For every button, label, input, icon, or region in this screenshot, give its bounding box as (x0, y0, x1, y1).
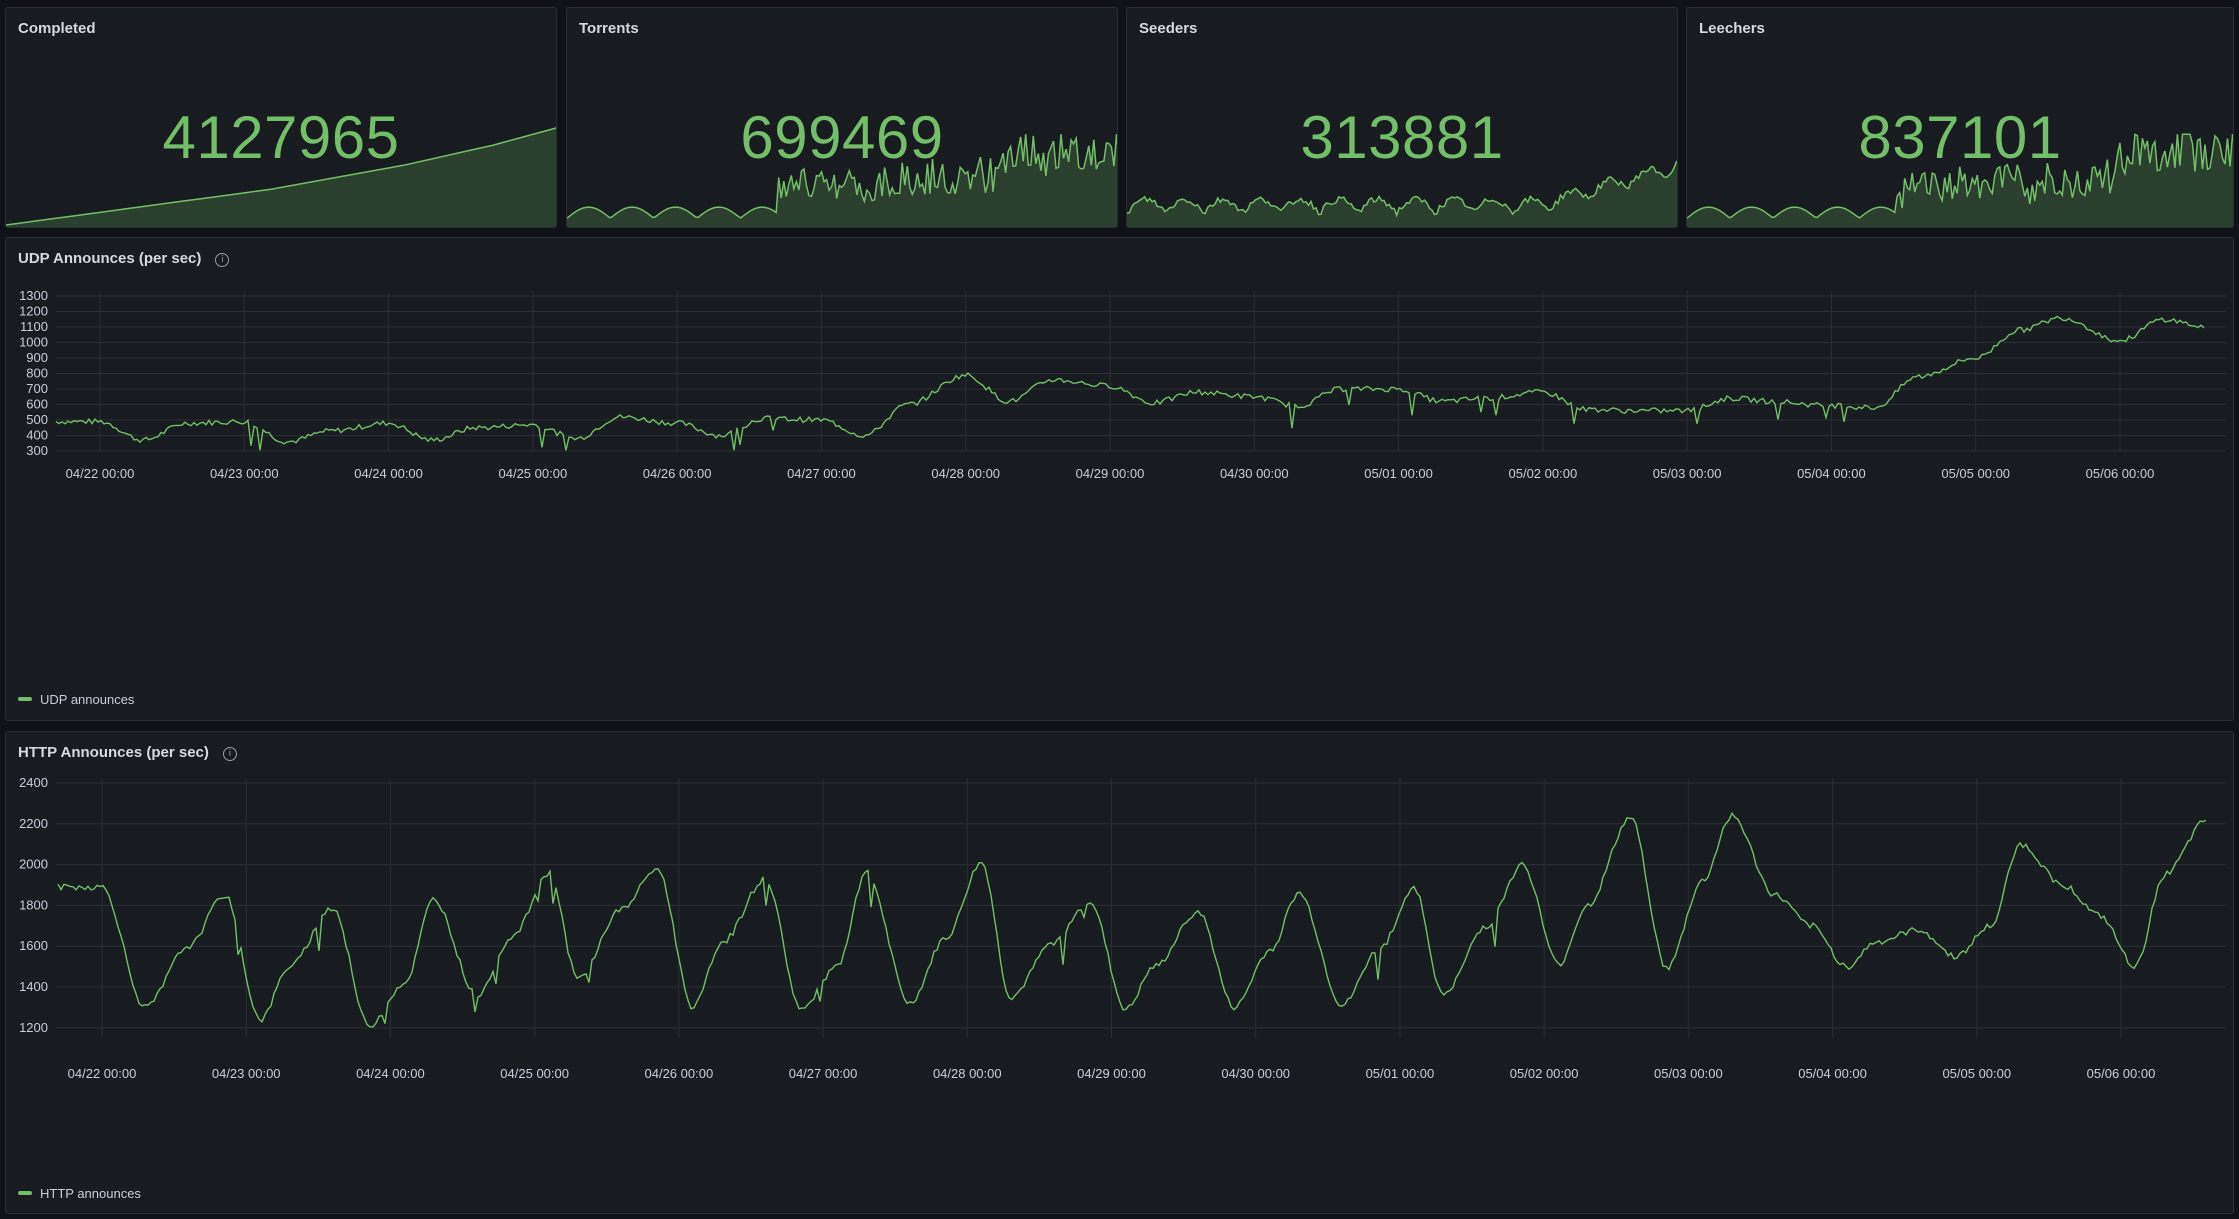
x-tick-label: 04/25 00:00 (499, 466, 568, 481)
x-tick-label: 05/02 00:00 (1509, 466, 1578, 481)
stat-panel-seeders[interactable]: Seeders 313881 (1126, 7, 1678, 228)
series-line (55, 315, 2205, 451)
sparkline (567, 134, 1117, 227)
y-tick-label: 1800 (19, 897, 48, 912)
x-tick-label: 04/23 00:00 (210, 466, 279, 481)
x-tick-label: 04/30 00:00 (1221, 1066, 1290, 1081)
x-tick-label: 04/24 00:00 (356, 1066, 425, 1081)
x-tick-label: 05/01 00:00 (1366, 1066, 1435, 1081)
panel-title: UDP Announces (per sec) i (18, 250, 230, 267)
series-line (57, 811, 2207, 1028)
y-tick-label: 400 (26, 428, 48, 443)
x-tick-label: 05/04 00:00 (1798, 1066, 1867, 1081)
legend-label: UDP announces (40, 692, 135, 707)
y-tick-label: 1100 (20, 319, 48, 334)
y-tick-label: 700 (26, 381, 48, 396)
stat-panel-torrents[interactable]: Torrents 699469 (566, 7, 1118, 228)
y-tick-label: 2000 (19, 857, 48, 872)
http-chart: 1200 1400 1600 1800 2000 2200 2400 04/22 00:00 0… (19, 775, 2226, 1081)
y-tick-label: 1200 (19, 1020, 48, 1035)
sparkline-area (1127, 161, 1677, 227)
x-tick-label: 05/05 00:00 (1942, 1066, 2011, 1081)
y-tick-label: 1200 (19, 304, 48, 319)
sparkline-line (1127, 160, 1677, 218)
sparkline (1687, 133, 2233, 227)
x-tick-label: 04/28 00:00 (933, 1066, 1002, 1081)
y-tick-label: 1000 (19, 335, 48, 350)
stat-value: 699469 (740, 104, 944, 171)
x-tick-label: 05/03 00:00 (1654, 1066, 1723, 1081)
y-tick-label: 1300 (19, 288, 48, 303)
x-tick-label: 04/22 00:00 (68, 1066, 137, 1081)
x-tick-label: 04/29 00:00 (1076, 466, 1145, 481)
panel-title-text: HTTP Announces (per sec) (18, 744, 209, 761)
x-tick-label: 04/30 00:00 (1220, 466, 1289, 481)
x-tick-label: 04/26 00:00 (645, 1066, 714, 1081)
panel-title-text: UDP Announces (per sec) (18, 250, 202, 267)
x-tick-label: 05/02 00:00 (1510, 1066, 1579, 1081)
legend-swatch (18, 697, 32, 701)
sparkline (6, 127, 556, 227)
legend-label: HTTP announces (40, 1186, 141, 1201)
x-tick-label: 04/25 00:00 (500, 1066, 569, 1081)
info-circle-icon[interactable]: i (215, 253, 230, 267)
x-tick-label: 04/27 00:00 (787, 466, 856, 481)
stat-panel-leechers[interactable]: Leechers 837101 (1686, 7, 2234, 228)
panel-title: Leechers (1699, 20, 1765, 37)
y-tick-label: 2400 (19, 775, 48, 790)
legend-swatch (18, 1191, 32, 1195)
x-tick-label: 04/26 00:00 (643, 466, 712, 481)
legend-item[interactable]: HTTP announces (18, 1186, 141, 1201)
legend-item[interactable]: UDP announces (18, 692, 134, 707)
panel-title: Completed (18, 20, 96, 37)
sparkline-area (6, 128, 556, 227)
y-tick-label: 600 (26, 397, 48, 412)
sparkline-line (1687, 133, 2233, 219)
stat-value: 837101 (1858, 104, 2062, 171)
sparkline-area (567, 134, 1117, 227)
x-tick-label: 05/06 00:00 (2086, 466, 2155, 481)
sparkline (1127, 160, 1677, 227)
y-tick-label: 900 (26, 350, 48, 365)
stat-value: 4127965 (162, 104, 400, 171)
x-tick-label: 05/04 00:00 (1797, 466, 1866, 481)
panel-title: Torrents (579, 20, 639, 37)
x-tick-label: 04/24 00:00 (354, 466, 423, 481)
y-tick-label: 800 (26, 366, 48, 381)
panel-title: Seeders (1139, 20, 1198, 37)
x-tick-label: 04/22 00:00 (66, 466, 135, 481)
stat-value: 313881 (1300, 104, 1504, 171)
y-tick-label: 1600 (19, 938, 48, 953)
http-announces-panel[interactable]: HTTP Announces (per sec) i 1200 1400 1600 18… (5, 731, 2234, 1214)
sparkline-line (567, 134, 1117, 219)
x-tick-label: 05/01 00:00 (1364, 466, 1433, 481)
y-tick-label: 500 (26, 412, 48, 427)
x-tick-label: 04/23 00:00 (212, 1066, 281, 1081)
x-tick-label: 05/06 00:00 (2087, 1066, 2156, 1081)
x-tick-label: 05/05 00:00 (1941, 466, 2010, 481)
x-tick-label: 04/27 00:00 (789, 1066, 858, 1081)
sparkline-area (1687, 134, 2233, 227)
info-circle-icon[interactable]: i (222, 747, 237, 761)
y-tick-label: 1400 (19, 979, 48, 994)
x-tick-label: 04/28 00:00 (931, 466, 1000, 481)
udp-announces-panel[interactable]: UDP Announces (per sec) i 300 400 500 600 700… (5, 237, 2234, 721)
y-tick-label: 2200 (19, 816, 48, 831)
x-tick-label: 05/03 00:00 (1653, 466, 1722, 481)
x-tick-label: 04/29 00:00 (1077, 1066, 1146, 1081)
panel-title: HTTP Announces (per sec) i (18, 744, 237, 761)
stat-panel-completed[interactable]: Completed 4127965 (5, 7, 557, 228)
y-tick-label: 300 (26, 443, 48, 458)
sparkline-line (6, 127, 556, 226)
